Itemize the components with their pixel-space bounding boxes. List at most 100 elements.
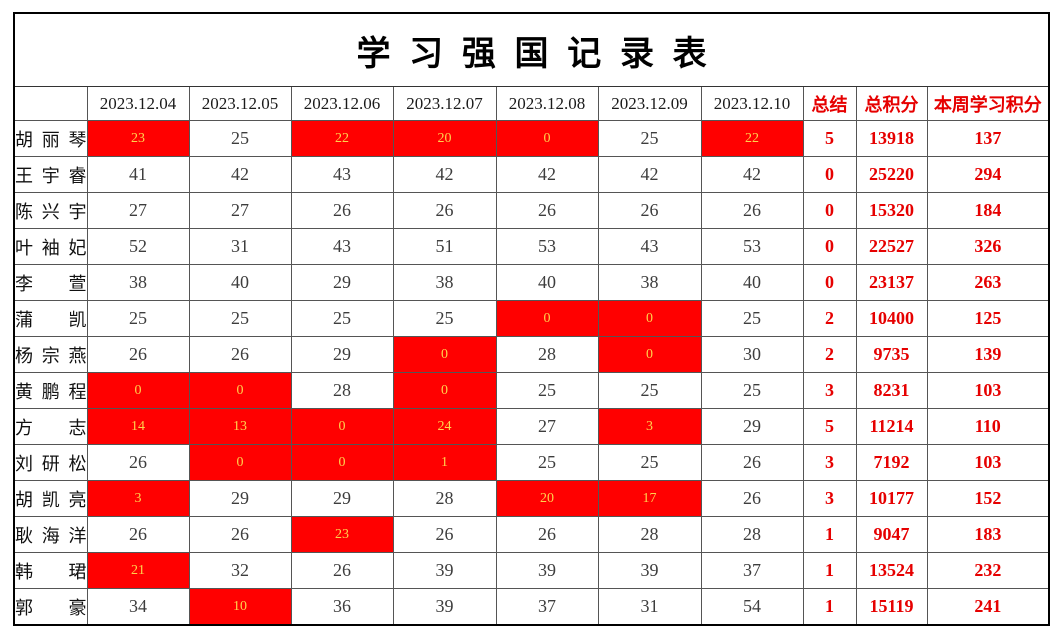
daily-score-cell[interactable]: 53: [700, 228, 804, 265]
daily-score-cell[interactable]: 38: [392, 264, 497, 301]
total-points-cell[interactable]: 10177: [855, 480, 928, 517]
daily-score-cell[interactable]: 25: [188, 300, 292, 337]
daily-score-cell[interactable]: 39: [392, 588, 497, 626]
column-header-total-points[interactable]: 总积分: [855, 86, 928, 121]
week-points-cell[interactable]: 103: [926, 372, 1050, 409]
daily-score-cell[interactable]: 26: [290, 552, 394, 589]
daily-score-cell[interactable]: 26: [86, 516, 190, 553]
summary-count-cell[interactable]: 2: [802, 336, 857, 373]
daily-score-cell-highlighted[interactable]: 0: [495, 300, 599, 337]
daily-score-cell[interactable]: 34: [86, 588, 190, 626]
week-points-cell[interactable]: 152: [926, 480, 1050, 517]
daily-score-cell-highlighted[interactable]: 20: [392, 120, 497, 157]
student-name-cell[interactable]: 韩珺: [13, 552, 88, 589]
daily-score-cell[interactable]: 26: [392, 192, 497, 229]
summary-count-cell[interactable]: 3: [802, 444, 857, 481]
column-header-week-points[interactable]: 本周学习积分: [926, 86, 1050, 121]
daily-score-cell[interactable]: 37: [495, 588, 599, 626]
column-header-date-1[interactable]: 2023.12.04: [86, 86, 190, 121]
daily-score-cell[interactable]: 27: [495, 408, 599, 445]
daily-score-cell-highlighted[interactable]: 0: [290, 444, 394, 481]
daily-score-cell-highlighted[interactable]: 0: [392, 336, 497, 373]
week-points-cell[interactable]: 110: [926, 408, 1050, 445]
total-points-cell[interactable]: 11214: [855, 408, 928, 445]
daily-score-cell[interactable]: 52: [86, 228, 190, 265]
week-points-cell[interactable]: 139: [926, 336, 1050, 373]
daily-score-cell-highlighted[interactable]: 20: [495, 480, 599, 517]
daily-score-cell[interactable]: 25: [188, 120, 292, 157]
student-name-cell[interactable]: 郭豪: [13, 588, 88, 626]
student-name-cell[interactable]: 王宇睿: [13, 156, 88, 193]
daily-score-cell[interactable]: 43: [290, 156, 394, 193]
week-points-cell[interactable]: 294: [926, 156, 1050, 193]
column-header-date-5[interactable]: 2023.12.08: [495, 86, 599, 121]
daily-score-cell-highlighted[interactable]: 1: [392, 444, 497, 481]
week-points-cell[interactable]: 232: [926, 552, 1050, 589]
week-points-cell[interactable]: 103: [926, 444, 1050, 481]
daily-score-cell[interactable]: 37: [700, 552, 804, 589]
daily-score-cell-highlighted[interactable]: 0: [495, 120, 599, 157]
daily-score-cell-highlighted[interactable]: 0: [188, 372, 292, 409]
daily-score-cell[interactable]: 26: [597, 192, 702, 229]
daily-score-cell-highlighted[interactable]: 14: [86, 408, 190, 445]
week-points-cell[interactable]: 184: [926, 192, 1050, 229]
daily-score-cell[interactable]: 42: [700, 156, 804, 193]
student-name-cell[interactable]: 耿海洋: [13, 516, 88, 553]
daily-score-cell[interactable]: 38: [597, 264, 702, 301]
daily-score-cell-highlighted[interactable]: 0: [392, 372, 497, 409]
summary-count-cell[interactable]: 1: [802, 552, 857, 589]
total-points-cell[interactable]: 8231: [855, 372, 928, 409]
total-points-cell[interactable]: 23137: [855, 264, 928, 301]
summary-count-cell[interactable]: 0: [802, 192, 857, 229]
summary-count-cell[interactable]: 5: [802, 120, 857, 157]
daily-score-cell[interactable]: 40: [495, 264, 599, 301]
daily-score-cell[interactable]: 32: [188, 552, 292, 589]
daily-score-cell[interactable]: 39: [495, 552, 599, 589]
daily-score-cell[interactable]: 29: [188, 480, 292, 517]
daily-score-cell-highlighted[interactable]: 23: [86, 120, 190, 157]
summary-count-cell[interactable]: 2: [802, 300, 857, 337]
student-name-cell[interactable]: 方志: [13, 408, 88, 445]
daily-score-cell[interactable]: 26: [86, 444, 190, 481]
daily-score-cell-highlighted[interactable]: 24: [392, 408, 497, 445]
daily-score-cell[interactable]: 39: [597, 552, 702, 589]
corner-cell[interactable]: [13, 86, 88, 121]
daily-score-cell[interactable]: 25: [392, 300, 497, 337]
daily-score-cell[interactable]: 26: [495, 516, 599, 553]
daily-score-cell[interactable]: 41: [86, 156, 190, 193]
daily-score-cell[interactable]: 42: [392, 156, 497, 193]
daily-score-cell[interactable]: 40: [188, 264, 292, 301]
daily-score-cell[interactable]: 25: [597, 372, 702, 409]
daily-score-cell[interactable]: 42: [495, 156, 599, 193]
daily-score-cell-highlighted[interactable]: 0: [188, 444, 292, 481]
daily-score-cell[interactable]: 53: [495, 228, 599, 265]
daily-score-cell-highlighted[interactable]: 0: [597, 336, 702, 373]
summary-count-cell[interactable]: 0: [802, 156, 857, 193]
column-header-date-4[interactable]: 2023.12.07: [392, 86, 497, 121]
week-points-cell[interactable]: 125: [926, 300, 1050, 337]
daily-score-cell[interactable]: 28: [290, 372, 394, 409]
daily-score-cell[interactable]: 25: [700, 372, 804, 409]
column-header-date-7[interactable]: 2023.12.10: [700, 86, 804, 121]
summary-count-cell[interactable]: 1: [802, 516, 857, 553]
daily-score-cell-highlighted[interactable]: 23: [290, 516, 394, 553]
daily-score-cell[interactable]: 25: [597, 444, 702, 481]
daily-score-cell[interactable]: 40: [700, 264, 804, 301]
daily-score-cell[interactable]: 25: [700, 300, 804, 337]
summary-count-cell[interactable]: 0: [802, 228, 857, 265]
daily-score-cell[interactable]: 28: [495, 336, 599, 373]
daily-score-cell-highlighted[interactable]: 3: [597, 408, 702, 445]
summary-count-cell[interactable]: 5: [802, 408, 857, 445]
daily-score-cell[interactable]: 38: [86, 264, 190, 301]
week-points-cell[interactable]: 326: [926, 228, 1050, 265]
daily-score-cell-highlighted[interactable]: 22: [290, 120, 394, 157]
daily-score-cell[interactable]: 28: [392, 480, 497, 517]
student-name-cell[interactable]: 陈兴宇: [13, 192, 88, 229]
total-points-cell[interactable]: 15119: [855, 588, 928, 626]
daily-score-cell-highlighted[interactable]: 22: [700, 120, 804, 157]
student-name-cell[interactable]: 胡丽琴: [13, 120, 88, 157]
daily-score-cell[interactable]: 54: [700, 588, 804, 626]
student-name-cell[interactable]: 蒲凯: [13, 300, 88, 337]
daily-score-cell[interactable]: 30: [700, 336, 804, 373]
daily-score-cell[interactable]: 29: [700, 408, 804, 445]
